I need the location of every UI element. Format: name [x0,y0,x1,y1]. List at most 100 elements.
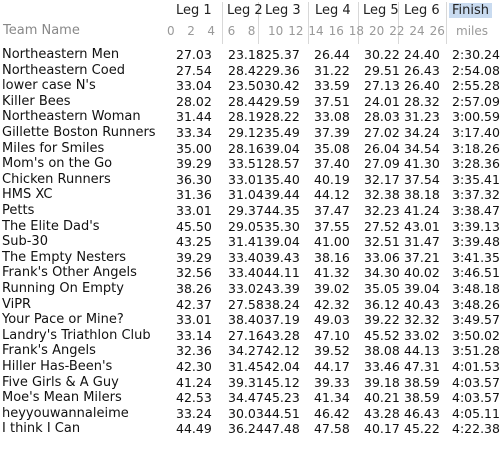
axis-tick-label: 2 [187,24,195,38]
table-cell-value: 35.00 [176,140,212,156]
table-cell-value: 30.03 [228,405,264,421]
table-cell-value: 36.24 [228,421,264,437]
table-cell-value: 3:28.36 [452,156,500,172]
table-cell-value: 33.14 [176,327,212,343]
table-cell-value: 33.59 [314,78,350,94]
table-cell-value: 32.17 [364,171,400,187]
table-cell-value: 23.18 [228,47,264,62]
table-cell-value: 37.39 [314,125,350,140]
table-cell-value: 27.54 [176,62,212,78]
table-row-team-name: Sub-30 [2,234,48,250]
table-cell-value: 33.01 [176,312,212,328]
table-row-team-name: The Empty Nesters [2,249,127,265]
table-cell-value: 3:41.35 [452,249,500,265]
axis-tick-label: 10 [268,24,284,38]
table-row-team-name: Mom's on the Go [2,156,113,172]
table-cell-value: 24.40 [404,47,440,62]
table-cell-value: 33.01 [176,203,212,218]
axis-tick-label: 24 [409,24,425,38]
table-cell-value: 37.55 [314,218,350,234]
table-cell-value: 41.00 [314,234,350,250]
table-cell-value: 40.21 [364,390,400,406]
table-cell-value: 43.28 [264,327,300,343]
table-cell-value: 26.40 [404,78,440,94]
table-cell-value: 4:03.57 [452,390,500,406]
table-cell-value: 49.03 [314,312,350,328]
column-header-leg-1: Leg 1 [176,3,212,18]
table-cell-value: 4:22.38 [452,421,500,437]
table-cell-value: 38.59 [404,390,440,406]
table-cell-value: 32.38 [364,187,400,203]
table-cell-value: 28.02 [176,93,212,109]
table-cell-value: 39.44 [264,187,300,203]
column-header-leg-5: Leg 5 [363,3,399,18]
table-cell-value: 44.11 [264,265,300,281]
table-row-team-name: Frank's Angels [2,343,96,359]
table-cell-value: 45.23 [264,390,300,406]
table-row-team-name: Your Pace or Mine? [2,312,124,328]
table-cell-value: 3:39.13 [452,218,500,234]
table-cell-value: 45.50 [176,218,212,234]
table-cell-value: 42.37 [176,296,212,312]
table-cell-value: 26.04 [364,140,400,156]
table-cell-value: 31.44 [176,109,212,125]
table-cell-value: 4:03.57 [452,374,500,390]
column-separator [222,2,223,44]
table-cell-value: 24.01 [364,93,400,109]
table-cell-value: 46.43 [404,405,440,421]
table-cell-value: 28.57 [264,156,300,172]
table-cell-value: 38.08 [364,343,400,359]
table-cell-value: 31.47 [404,234,440,250]
table-cell-value: 27.13 [364,78,400,94]
table-cell-value: 29.05 [228,218,264,234]
axis-tick-label: 8 [247,24,256,38]
table-cell-value: 41.24 [404,203,440,218]
table-cell-value: 3:37.32 [452,187,500,203]
table-cell-value: 3:35.41 [452,171,500,187]
table-cell-value: 3:39.48 [452,234,500,250]
column-header-leg-2: Leg 2 [227,3,263,18]
table-cell-value: 32.32 [404,312,440,328]
table-cell-value: 44.13 [404,343,440,359]
table-cell-value: 40.17 [364,421,400,437]
table-cell-value: 45.22 [404,421,440,437]
table-cell-value: 42.04 [264,359,300,374]
table-cell-value: 34.47 [228,390,264,406]
table-cell-value: 25.37 [264,47,300,62]
table-cell-value: 37.21 [404,249,440,265]
table-row-team-name: Five Girls & A Guy [2,374,119,390]
table-row-team-name: Chicken Runners [2,171,111,187]
table-cell-value: 3:48.18 [452,281,500,296]
table-cell-value: 33.01 [228,171,264,187]
table-cell-value: 39.33 [314,374,350,390]
table-cell-value: 28.44 [228,93,264,109]
table-row-team-name: heyyouwannaleime [2,405,129,421]
axis-tick-label: 22 [389,24,405,38]
axis-tick-label: 26 [429,24,445,38]
table-cell-value: 34.54 [404,140,440,156]
table-row-team-name: HMS XC [2,187,53,203]
table-cell-value: 32.56 [176,265,212,281]
column-header-leg-4: Leg 4 [315,3,351,18]
table-cell-value: 39.04 [404,281,440,296]
table-cell-value: 41.32 [314,265,350,281]
table-cell-value: 31.04 [228,187,264,203]
table-cell-value: 35.30 [264,218,300,234]
table-row-team-name: ViPR [2,296,32,312]
table-row-team-name: Hiller Has-Been's [2,359,113,374]
table-row-team-name: Northeastern Men [2,47,120,62]
table-cell-value: 3:51.28 [452,343,500,359]
table-cell-value: 37.51 [314,93,350,109]
table-cell-value: 45.52 [364,327,400,343]
table-cell-value: 28.19 [228,109,264,125]
table-cell-value: 37.40 [314,156,350,172]
table-cell-value: 39.43 [264,249,300,265]
table-cell-value: 39.18 [364,374,400,390]
table-cell-value: 45.12 [264,374,300,390]
table-cell-value: 4:01.53 [452,359,500,374]
table-row-team-name: Northeastern Coed [2,62,125,78]
table-cell-value: 41.30 [404,156,440,172]
table-cell-value: 42.12 [264,343,300,359]
table-cell-value: 28.32 [404,93,440,109]
table-cell-value: 33.46 [364,359,400,374]
